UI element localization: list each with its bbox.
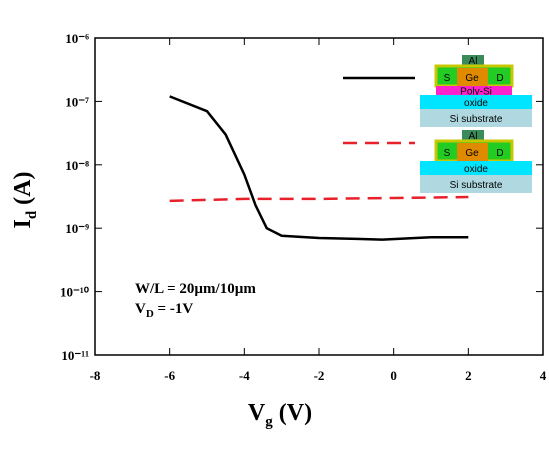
drain-label: D <box>496 73 503 84</box>
channel <box>457 68 488 86</box>
layer <box>420 175 532 193</box>
y-label-main: I <box>10 219 36 228</box>
series-line <box>169 95 469 241</box>
layer-label: Si substrate <box>450 114 503 125</box>
y-tick-label: 10⁻⁹ <box>65 221 89 236</box>
layer-label: oxide <box>464 164 488 175</box>
x-tick-label: 2 <box>465 368 472 383</box>
x-tick-label: 4 <box>540 368 547 383</box>
source-label: S <box>444 148 451 159</box>
y-label-sub: d <box>24 210 40 219</box>
y-label-rest: (A) <box>10 171 36 210</box>
channel-label: Ge <box>465 73 479 84</box>
layer <box>420 109 532 127</box>
layer-label: Si substrate <box>450 180 503 191</box>
layer-label: oxide <box>464 98 488 109</box>
y-tick-label: 10⁻⁸ <box>65 158 89 173</box>
layer <box>420 95 532 109</box>
x-tick-label: -4 <box>239 368 250 383</box>
x-label-rest: (V) <box>273 400 312 426</box>
series-line <box>169 195 469 203</box>
y-tick-label: 10⁻¹⁰ <box>60 285 90 300</box>
source-label: S <box>444 73 451 84</box>
y-tick-label: 10⁻⁷ <box>65 94 89 109</box>
annotation: VD = -1V <box>135 301 193 320</box>
layer-label: Poly-Si <box>460 87 492 98</box>
gate <box>462 55 484 66</box>
annotation-rest: = -1V <box>154 301 194 317</box>
gate-label: Al <box>469 131 478 142</box>
gate-label: Al <box>469 56 478 67</box>
channel <box>457 143 488 161</box>
gate <box>462 130 484 141</box>
annotation-main: V <box>135 301 146 317</box>
drain-label: D <box>496 148 503 159</box>
annotation-sub: D <box>146 308 154 320</box>
y-axis-label: Id (A) <box>10 171 40 228</box>
annotation: W/L = 20µm/10µm <box>135 281 256 297</box>
x-tick-label: 0 <box>390 368 397 383</box>
x-label-main: V <box>248 400 266 426</box>
x-label-sub: g <box>265 414 273 430</box>
layer <box>436 86 512 95</box>
x-axis-label: Vg (V) <box>248 400 312 430</box>
x-tick-label: -8 <box>90 368 101 383</box>
x-tick-label: -6 <box>164 368 175 383</box>
x-tick-label: -2 <box>314 368 325 383</box>
y-tick-label: 10⁻¹¹ <box>61 348 89 363</box>
layer <box>420 161 532 175</box>
y-tick-label: 10⁻⁶ <box>65 31 89 46</box>
channel-label: Ge <box>465 148 479 159</box>
